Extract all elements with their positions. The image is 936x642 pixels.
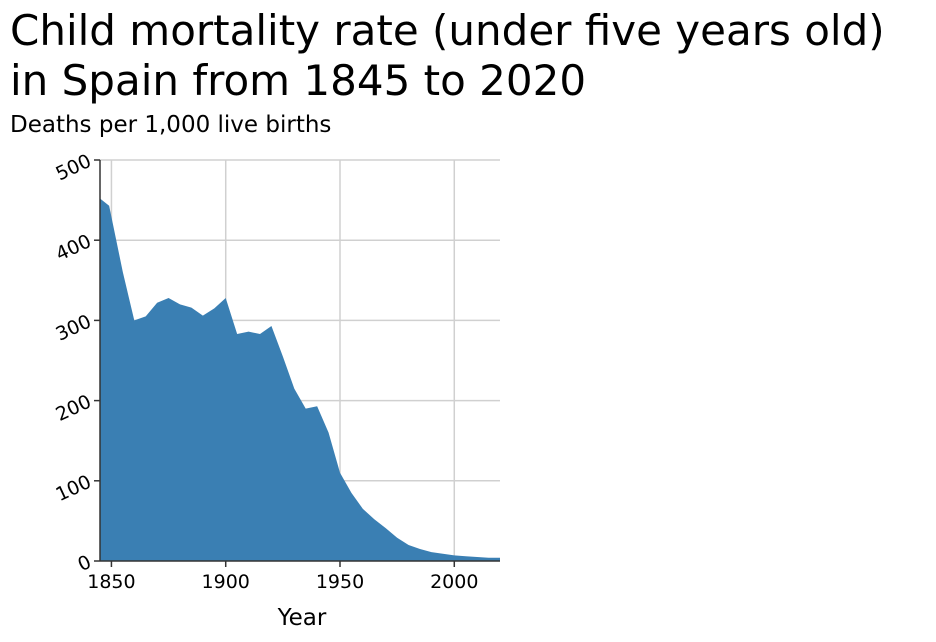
- y-tick-label-400: 400: [52, 230, 94, 265]
- x-tick-label-2000: 2000: [430, 571, 478, 593]
- x-tick-label-1850: 1850: [87, 571, 135, 593]
- x-axis-label: Year: [277, 605, 327, 631]
- y-tick-label-300: 300: [52, 310, 94, 345]
- chart-title: Child mortality rate (under five years o…: [10, 6, 885, 105]
- x-tick-label-1950: 1950: [316, 571, 364, 593]
- axes: [94, 159, 500, 567]
- x-tick-label-1900: 1900: [202, 571, 250, 593]
- x-tick-labels: 1850 1900 1950 2000: [87, 571, 478, 593]
- area-fill: [100, 198, 500, 561]
- y-tick-label-200: 200: [52, 391, 94, 426]
- y-tick-label-100: 100: [52, 471, 94, 506]
- y-tick-label-500: 500: [52, 150, 94, 185]
- chart-subtitle: Deaths per 1,000 live births: [10, 112, 332, 138]
- area-series: [100, 198, 500, 561]
